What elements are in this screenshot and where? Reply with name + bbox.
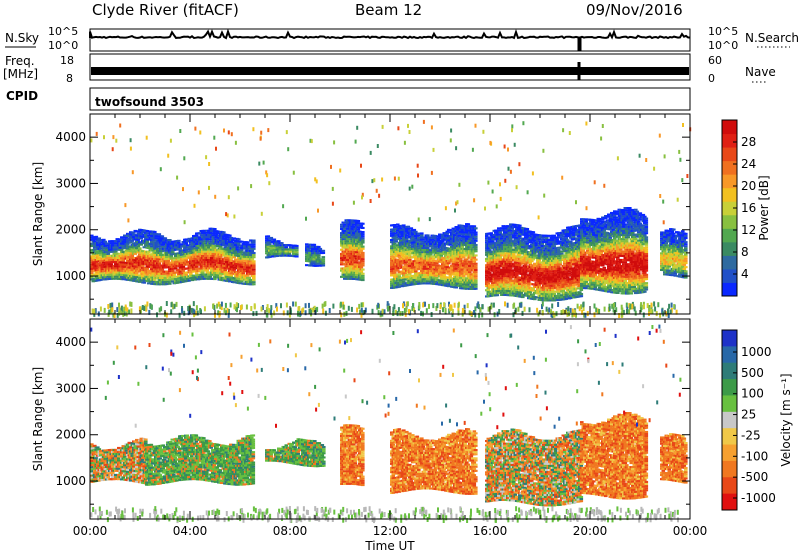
colorbar-velocity-cell [722, 460, 737, 478]
echo-cells-velocity [90, 324, 688, 524]
noise-tick-bottom-right: 10^0 [708, 39, 739, 52]
colorbar-velocity-cell [722, 411, 737, 429]
colorbar-power-cell [722, 255, 737, 270]
xtick-label-5: 20:00 [573, 524, 608, 538]
ytick-label-velocity-1000: 1000 [55, 474, 86, 488]
colorbar-velocity-cell [722, 493, 737, 511]
ylabel-power: Slant Range [km] [31, 162, 45, 266]
colorbar-power-cell [722, 214, 737, 229]
xlabel: Time UT [364, 539, 415, 553]
xtick-label-4: 16:00 [473, 524, 508, 538]
colorbar-velocity-cell [722, 346, 737, 364]
colorbar-velocity-tick-0: 1000 [741, 345, 772, 359]
noise-tick-bottom-left: 10^0 [48, 39, 79, 52]
colorbar-power-tick-20: 20 [741, 179, 756, 193]
xtick-label-2: 08:00 [273, 524, 308, 538]
ytick-label-power-4000: 4000 [55, 130, 86, 144]
colorbar-velocity-tick-6: -500 [741, 470, 768, 484]
ytick-label-velocity-4000: 4000 [55, 335, 86, 349]
noise-gap-marker [577, 38, 582, 51]
colorbar-power-tick-8: 8 [741, 245, 749, 259]
cpid-panel-frame [89, 87, 691, 111]
colorbar-power-label: Power [dB] [757, 175, 771, 240]
cpid-value: twofsound 3503 [95, 95, 204, 109]
freq-gap-marker [577, 62, 581, 80]
noise-tick-top-left: 10^5 [48, 25, 79, 38]
nsearch-label: N.Search [745, 31, 800, 45]
colorbar-power-cell [722, 268, 737, 283]
colorbar-velocity-cell [722, 444, 737, 462]
colorbar-power-tick-4: 4 [741, 267, 749, 281]
colorbar-velocity-tick-2: 100 [741, 387, 764, 401]
date-title: 09/Nov/2016 [586, 1, 683, 19]
freq-tick-top: 18 [60, 54, 74, 67]
colorbar-power-tick-12: 12 [741, 223, 756, 237]
freq-nave-series [91, 67, 689, 75]
colorbar-velocity-cell [722, 379, 737, 396]
nave-label: Nave [745, 65, 776, 79]
colorbar-velocity-label: Velocity [m s⁻¹] [779, 373, 793, 466]
ytick-label-velocity-2000: 2000 [55, 428, 86, 442]
colorbar-power-cell [722, 187, 737, 202]
freq-label: Freq. [5, 54, 35, 68]
colorbar-power-cell [722, 174, 737, 189]
xtick-label-6: 00:00 [673, 524, 708, 538]
colorbar-power-cell [722, 228, 737, 243]
colorbar-velocity-cell [722, 395, 737, 413]
ytick-label-velocity-3000: 3000 [55, 381, 86, 395]
colorbar-power-tick-28: 28 [741, 135, 756, 149]
noise-panel-frame [89, 28, 691, 52]
colorbar-power-cell [722, 133, 737, 148]
xtick-label-3: 12:00 [373, 524, 408, 538]
colorbar-velocity-tick-5: -100 [741, 449, 768, 463]
noise-tick-top-right: 10^5 [708, 25, 739, 38]
ytick-label-power-1000: 1000 [55, 269, 86, 283]
echo-cells-power [90, 119, 692, 318]
freq-tick-bottom: 8 [66, 72, 73, 85]
freq-panel-frame [89, 53, 691, 81]
colorbar-power-cell [722, 201, 737, 216]
nsky-label: N.Sky [5, 31, 40, 45]
colorbar-velocity-cell [722, 330, 737, 347]
colorbar-power-cell [722, 160, 737, 175]
ytick-label-power-2000: 2000 [55, 223, 86, 237]
nave-tick-bottom: 0 [708, 72, 715, 85]
noise-series [89, 28, 691, 40]
colorbar-velocity-cell [722, 428, 737, 446]
ytick-label-power-3000: 3000 [55, 176, 86, 190]
colorbar-power-cell [722, 282, 737, 297]
xtick-label-0: 00:00 [73, 524, 108, 538]
colorbar-power-tick-24: 24 [741, 157, 756, 171]
colorbar-velocity-cell [722, 477, 737, 495]
beam-title: Beam 12 [355, 1, 423, 19]
colorbar-velocity-tick-7: -1000 [741, 491, 776, 505]
nave-tick-top: 60 [708, 54, 722, 67]
colorbar-power-cell [722, 120, 737, 135]
colorbar-velocity-tick-4: -25 [741, 428, 761, 442]
xtick-label-1: 04:00 [173, 524, 208, 538]
colorbar-velocity-tick-1: 500 [741, 366, 764, 380]
ylabel-velocity: Slant Range [km] [31, 367, 45, 471]
colorbar-velocity-cell [722, 362, 737, 380]
colorbar-power-tick-16: 16 [741, 201, 756, 215]
cpid-label: CPID [6, 89, 39, 103]
station-title: Clyde River (fitACF) [92, 1, 239, 19]
colorbar-velocity-frame [721, 329, 738, 511]
colorbar-power-cell [722, 147, 737, 162]
colorbar-power-cell [722, 241, 737, 256]
freq-unit: [MHz] [3, 67, 39, 81]
colorbar-velocity-tick-3: 25 [741, 408, 756, 422]
